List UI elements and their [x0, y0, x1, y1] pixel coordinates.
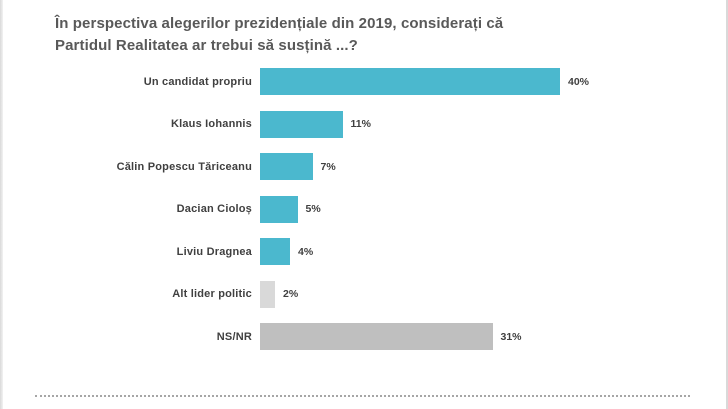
- dotted-divider: [35, 395, 690, 397]
- value-label: 31%: [500, 330, 522, 343]
- category-label: Dacian Cioloș: [176, 203, 252, 215]
- value-label: 7%: [320, 160, 336, 173]
- bar: [260, 238, 290, 265]
- bar-chart: Un candidat propriu 40% Klaus Iohannis 1…: [0, 68, 728, 366]
- chart-title: În perspectiva alegerilor prezidențiale …: [55, 13, 615, 57]
- bar: [260, 323, 493, 350]
- chart-title-line-1: În perspectiva alegerilor prezidențiale …: [55, 15, 504, 32]
- value-label: 11%: [350, 118, 371, 130]
- chart-title-line-2: Partidul Realitatea ar trebui să susțină…: [55, 37, 358, 54]
- value-label: 5%: [305, 203, 321, 215]
- category-label: Un candidat propriu: [143, 75, 252, 88]
- bar: [260, 280, 275, 308]
- bar: [260, 195, 298, 223]
- bar: [260, 68, 560, 95]
- value-label: 2%: [283, 288, 299, 300]
- bar-chart-row: Klaus Iohannis 11%: [0, 110, 728, 138]
- category-label: Klaus Iohannis: [170, 118, 252, 130]
- bar: [260, 153, 313, 180]
- category-label: NS/NR: [216, 330, 252, 343]
- bar-chart-row: Un candidat propriu 40%: [0, 68, 728, 95]
- bar-chart-row: Liviu Dragnea 4%: [0, 238, 728, 265]
- bar: [260, 110, 343, 138]
- value-label: 40%: [568, 75, 590, 88]
- value-label: 4%: [298, 245, 314, 258]
- category-label: Alt lider politic: [172, 288, 252, 300]
- bar-chart-row: Alt lider politic 2%: [0, 280, 728, 308]
- slide-left-edge: [0, 0, 3, 409]
- category-label: Liviu Dragnea: [176, 245, 252, 258]
- slide-right-edge: [726, 0, 728, 409]
- bar-chart-row: NS/NR 31%: [0, 323, 728, 350]
- category-label: Călin Popescu Tăriceanu: [116, 160, 252, 173]
- bar-chart-row: Dacian Cioloș 5%: [0, 195, 728, 223]
- bar-chart-row: Călin Popescu Tăriceanu 7%: [0, 153, 728, 180]
